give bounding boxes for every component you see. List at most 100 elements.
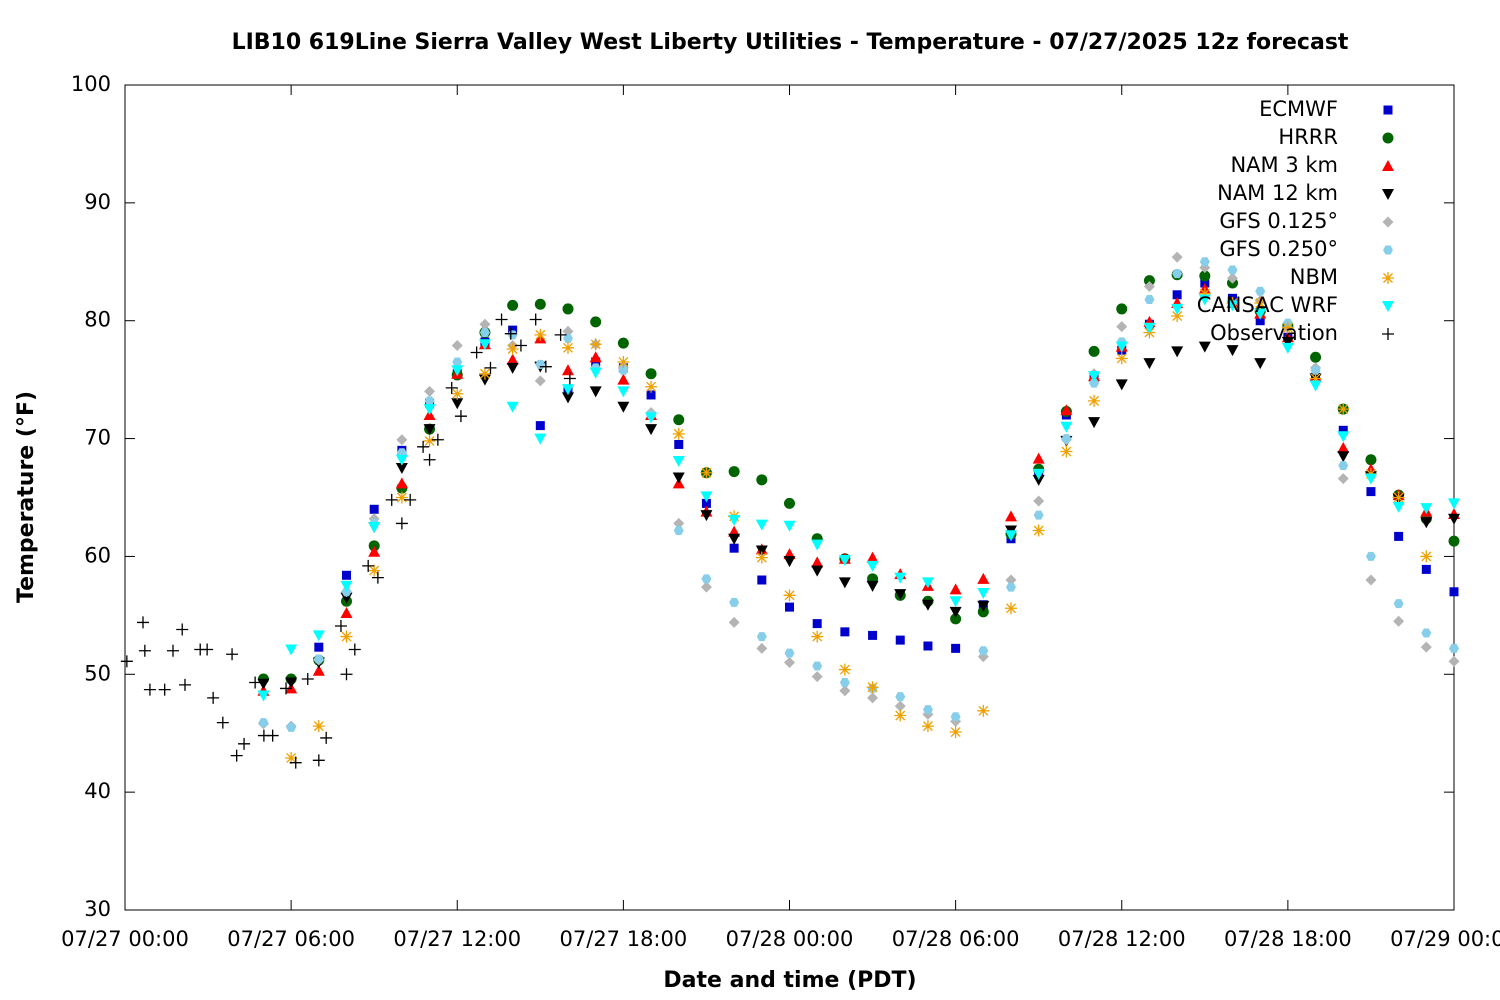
data-point — [811, 556, 824, 568]
data-point — [1421, 628, 1432, 638]
data-point — [451, 365, 464, 377]
data-point — [1005, 574, 1017, 586]
legend-marker — [1383, 245, 1393, 255]
data-point — [1032, 524, 1045, 537]
data-point — [1337, 403, 1350, 416]
data-point — [136, 616, 149, 629]
data-point — [120, 655, 133, 668]
data-point — [371, 571, 384, 584]
data-point — [728, 466, 740, 478]
data-point — [1393, 615, 1405, 627]
x-tick-label: 07/27 00:00 — [61, 927, 189, 951]
data-point — [645, 412, 658, 424]
data-point — [201, 643, 214, 656]
data-point — [951, 643, 961, 653]
data-point — [1199, 270, 1211, 282]
data-point — [1088, 417, 1101, 429]
data-point — [645, 424, 658, 436]
data-point — [504, 327, 517, 340]
data-point — [451, 339, 463, 351]
data-point — [866, 551, 879, 563]
data-point — [783, 556, 796, 568]
data-point — [1393, 599, 1404, 609]
data-point — [334, 619, 347, 632]
data-point — [1365, 454, 1377, 466]
x-tick-label: 07/28 06:00 — [892, 927, 1020, 951]
data-point — [1338, 461, 1349, 471]
legend-marker — [1382, 301, 1394, 312]
data-point — [395, 491, 408, 504]
x-tick-label: 07/28 12:00 — [1058, 927, 1186, 951]
data-point — [1033, 510, 1044, 520]
data-point — [1227, 265, 1238, 275]
data-point — [534, 375, 546, 387]
data-point — [1088, 394, 1101, 407]
data-point — [534, 433, 547, 445]
data-point — [646, 390, 656, 400]
legend-label: NBM — [1290, 265, 1338, 289]
data-point — [756, 474, 768, 486]
data-point — [1366, 487, 1376, 497]
data-point — [1144, 295, 1155, 304]
data-point — [977, 572, 990, 584]
data-point — [368, 521, 381, 533]
legend-marker — [1383, 105, 1393, 115]
chart-title: LIB10 619Line Sierra Valley West Liberty… — [232, 30, 1349, 55]
data-point — [1005, 602, 1017, 615]
data-point — [1115, 379, 1128, 391]
data-point — [617, 373, 630, 385]
data-point — [895, 635, 905, 645]
data-point — [340, 592, 353, 604]
data-point — [368, 564, 381, 577]
data-point — [340, 668, 353, 681]
data-point — [783, 520, 796, 532]
data-point — [529, 313, 542, 326]
data-point — [507, 299, 519, 311]
data-point — [368, 545, 381, 557]
data-point — [230, 749, 243, 762]
data-point — [143, 683, 156, 696]
data-point — [757, 575, 767, 585]
data-point — [249, 676, 262, 689]
data-point — [506, 343, 519, 355]
data-point — [1198, 294, 1211, 306]
legend-label: HRRR — [1278, 125, 1338, 149]
data-point — [839, 685, 851, 697]
data-point — [1449, 643, 1459, 653]
data-point — [285, 751, 298, 764]
data-point — [396, 434, 408, 446]
data-point — [1172, 290, 1182, 300]
data-point — [645, 368, 657, 380]
data-point — [1392, 491, 1405, 504]
data-point — [312, 754, 325, 767]
data-point — [285, 677, 298, 689]
data-point — [1033, 495, 1045, 507]
data-point — [1254, 308, 1267, 320]
data-point — [313, 654, 324, 664]
data-point — [166, 644, 179, 657]
data-point — [342, 570, 351, 580]
data-point — [674, 439, 684, 449]
data-point — [451, 398, 464, 410]
data-point — [1088, 371, 1101, 383]
data-point — [977, 600, 990, 612]
data-point — [1143, 281, 1155, 293]
data-point — [1337, 431, 1350, 443]
y-tick-label: 100 — [71, 72, 111, 96]
data-point — [508, 325, 518, 335]
data-point — [479, 328, 490, 337]
data-point — [894, 709, 907, 722]
data-point — [178, 678, 191, 691]
y-tick-label: 30 — [84, 897, 111, 921]
data-point — [423, 424, 436, 436]
data-point — [866, 681, 879, 694]
data-point — [1281, 336, 1294, 348]
data-point — [506, 353, 519, 365]
x-tick-label: 07/28 18:00 — [1224, 927, 1352, 951]
data-point — [1338, 425, 1348, 435]
data-point — [701, 574, 712, 584]
legend-marker — [1382, 132, 1394, 144]
data-point — [340, 580, 353, 592]
data-point — [1394, 531, 1404, 541]
data-point — [238, 737, 251, 750]
